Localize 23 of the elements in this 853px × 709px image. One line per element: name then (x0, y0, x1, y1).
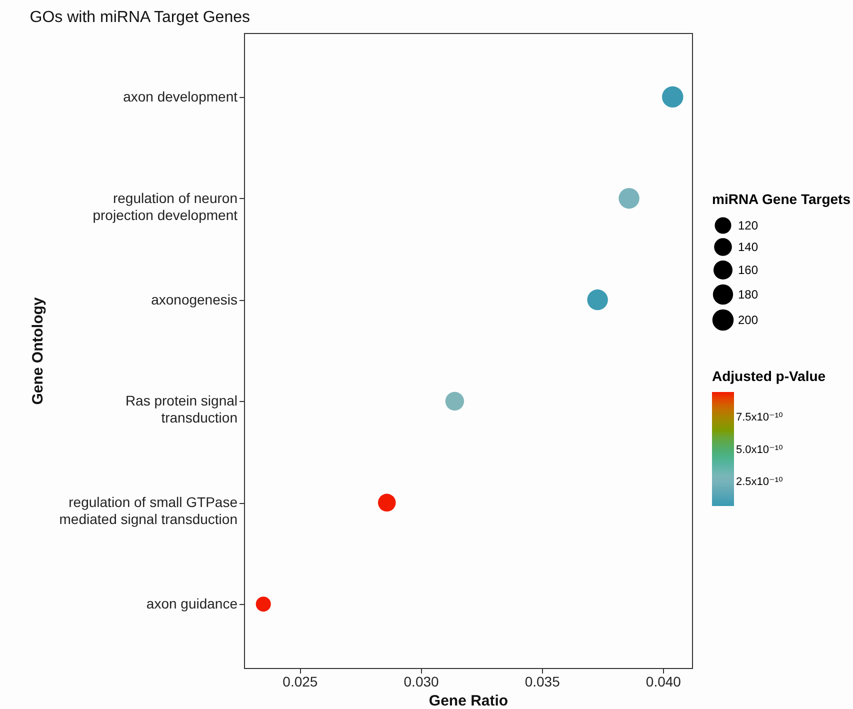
x-tick-label: 0.040 (646, 674, 682, 690)
legend-label: 160 (738, 263, 758, 277)
color-bar-label: 7.5x10⁻¹⁰ (736, 412, 784, 424)
y-tick-label: regulation of neuron projection development (92, 190, 238, 223)
y-tick-label: axonogenesis (151, 291, 238, 308)
x-axis-title: Gene Ratio (428, 692, 508, 709)
legend-label: 200 (738, 313, 758, 327)
x-tick-label: 0.030 (404, 674, 440, 690)
legend-label: 120 (738, 218, 758, 232)
x-tick-label: 0.025 (282, 674, 318, 690)
y-axis-title: Gene Ontology (29, 296, 46, 405)
y-tick-label: axon development (123, 88, 238, 104)
y-tick-label: regulation of small GTPase mediated signal transduction (59, 494, 238, 528)
legend-title: miRNA Gene Targets (712, 191, 851, 207)
color-bar-title: Adjusted p-Value (712, 368, 826, 384)
y-tick-label: Ras protein signal transduction (125, 392, 238, 426)
legend-label: 140 (738, 240, 758, 254)
y-tick-label: axon guidance (146, 596, 238, 612)
color-bar-label: 5.0x10⁻¹⁰ (736, 444, 784, 456)
legend-label: 180 (738, 288, 758, 302)
x-tick-label: 0.035 (524, 674, 560, 690)
color-bar-label: 2.5x10⁻¹⁰ (736, 476, 784, 488)
chart-title: GOs with miRNA Target Genes (30, 9, 250, 26)
